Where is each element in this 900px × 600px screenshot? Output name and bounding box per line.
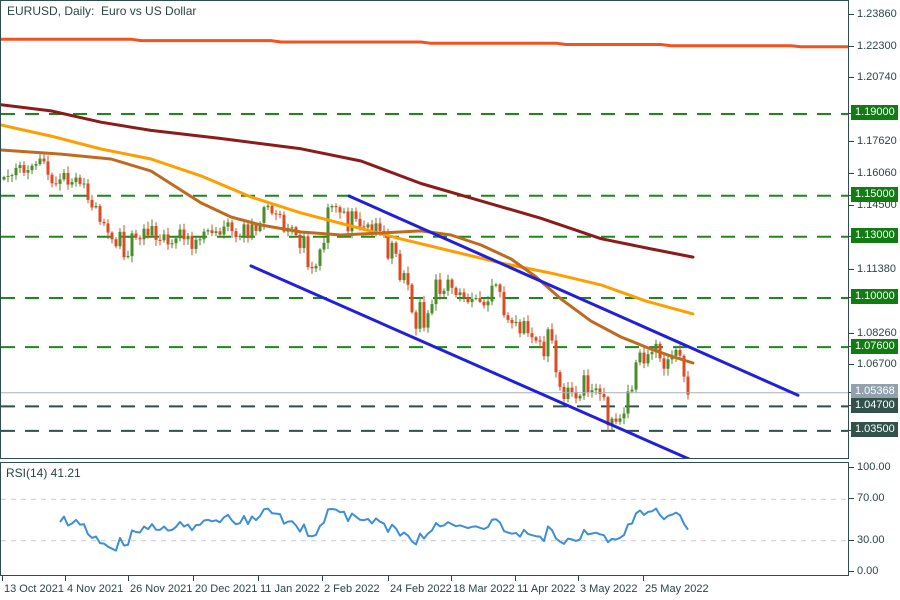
date-axis-tick [258,576,259,581]
date-axis-tick [451,576,452,581]
date-axis-tick [578,576,579,581]
rsi-axis-label: 70.00 [857,492,885,504]
rsi-line [59,507,689,552]
date-axis-tick [65,576,66,581]
date-axis-tick [388,576,389,581]
pane-separator[interactable] [0,459,849,462]
current-price-badge: 1.05368 [851,384,898,399]
price-axis-label: 1.20740 [857,71,897,83]
date-axis-label: 13 Oct 2021 [4,583,64,595]
price-axis-tick [849,333,854,334]
date-axis-tick [128,576,129,581]
candle-series [2,151,690,432]
rsi-axis-label: 30.00 [857,534,885,546]
date-axis-label: 11 Jan 2022 [260,583,320,595]
price-level-badge-green: 1.15000 [851,187,898,202]
price-level-badge-green: 1.07600 [851,339,898,354]
price-axis-tick [849,77,854,78]
price-axis-tick [849,46,854,47]
rsi-axis-tick [849,571,854,572]
price-axis-label: 1.11380 [857,263,896,275]
date-axis-label: 11 Apr 2022 [517,583,576,595]
moving-average-sma-fast-brown[interactable] [1,148,695,365]
price-level-badge-green: 1.19000 [851,105,898,120]
rsi-indicator-label: RSI(14) 41.21 [6,466,81,480]
price-axis-tick [849,269,854,270]
date-axis-label: 26 Nov 2021 [130,583,193,595]
main-chart-pane[interactable] [0,0,849,459]
date-axis-label: 4 Nov 2021 [67,583,124,595]
descending-channel-upper-trendline[interactable] [347,194,800,397]
price-axis-label: 1.22300 [857,40,897,52]
long-term-step-line[interactable] [1,37,848,49]
price-level-badge-green: 1.10000 [851,289,898,304]
moving-average-sma-mid-orange[interactable] [1,123,695,316]
candlestick-canvas[interactable] [1,1,848,458]
rsi-axis-tick [849,498,854,499]
price-axis-label: 1.16060 [857,167,897,179]
date-axis-label: 2 Feb 2022 [324,583,380,595]
price-level-badge-dark: 1.04700 [851,398,898,413]
date-axis-tick [2,576,3,581]
price-axis-label: 1.14500 [857,199,897,211]
price-axis-label: 1.17620 [857,135,897,147]
date-axis-tick [643,576,644,581]
date-axis-label: 24 Feb 2022 [390,583,452,595]
descending-channel-lower-trendline[interactable] [249,264,691,458]
rsi-axis-label: 100.00 [857,461,891,473]
price-axis-tick [849,364,854,365]
price-level-badge-dark: 1.03500 [851,422,898,437]
date-axis-tick [515,576,516,581]
price-axis-label: 1.08260 [857,327,897,339]
date-axis-label: 20 Dec 2021 [195,583,258,595]
date-axis-label: 25 May 2022 [645,583,709,595]
price-axis-tick [849,14,854,15]
rsi-canvas[interactable] [1,463,848,575]
date-axis-tick [322,576,323,581]
date-axis-tick [193,576,194,581]
rsi-axis-label: 0.00 [857,565,879,577]
date-axis-label: 18 Mar 2022 [453,583,515,595]
price-axis-label: 1.23860 [857,8,897,20]
price-axis-tick [849,205,854,206]
price-level-badge-green: 1.13000 [851,228,898,243]
rsi-axis-tick [849,467,854,468]
price-axis-label: 1.06700 [857,358,897,370]
chart-title: EURUSD, Daily: Euro vs US Dollar [7,4,197,18]
date-axis-label: 3 May 2022 [580,583,638,595]
price-axis-tick [849,173,854,174]
rsi-indicator-pane[interactable] [0,462,849,576]
rsi-axis-tick [849,540,854,541]
price-axis-tick [849,141,854,142]
moving-average-sma-slow-maroon[interactable] [1,103,695,259]
